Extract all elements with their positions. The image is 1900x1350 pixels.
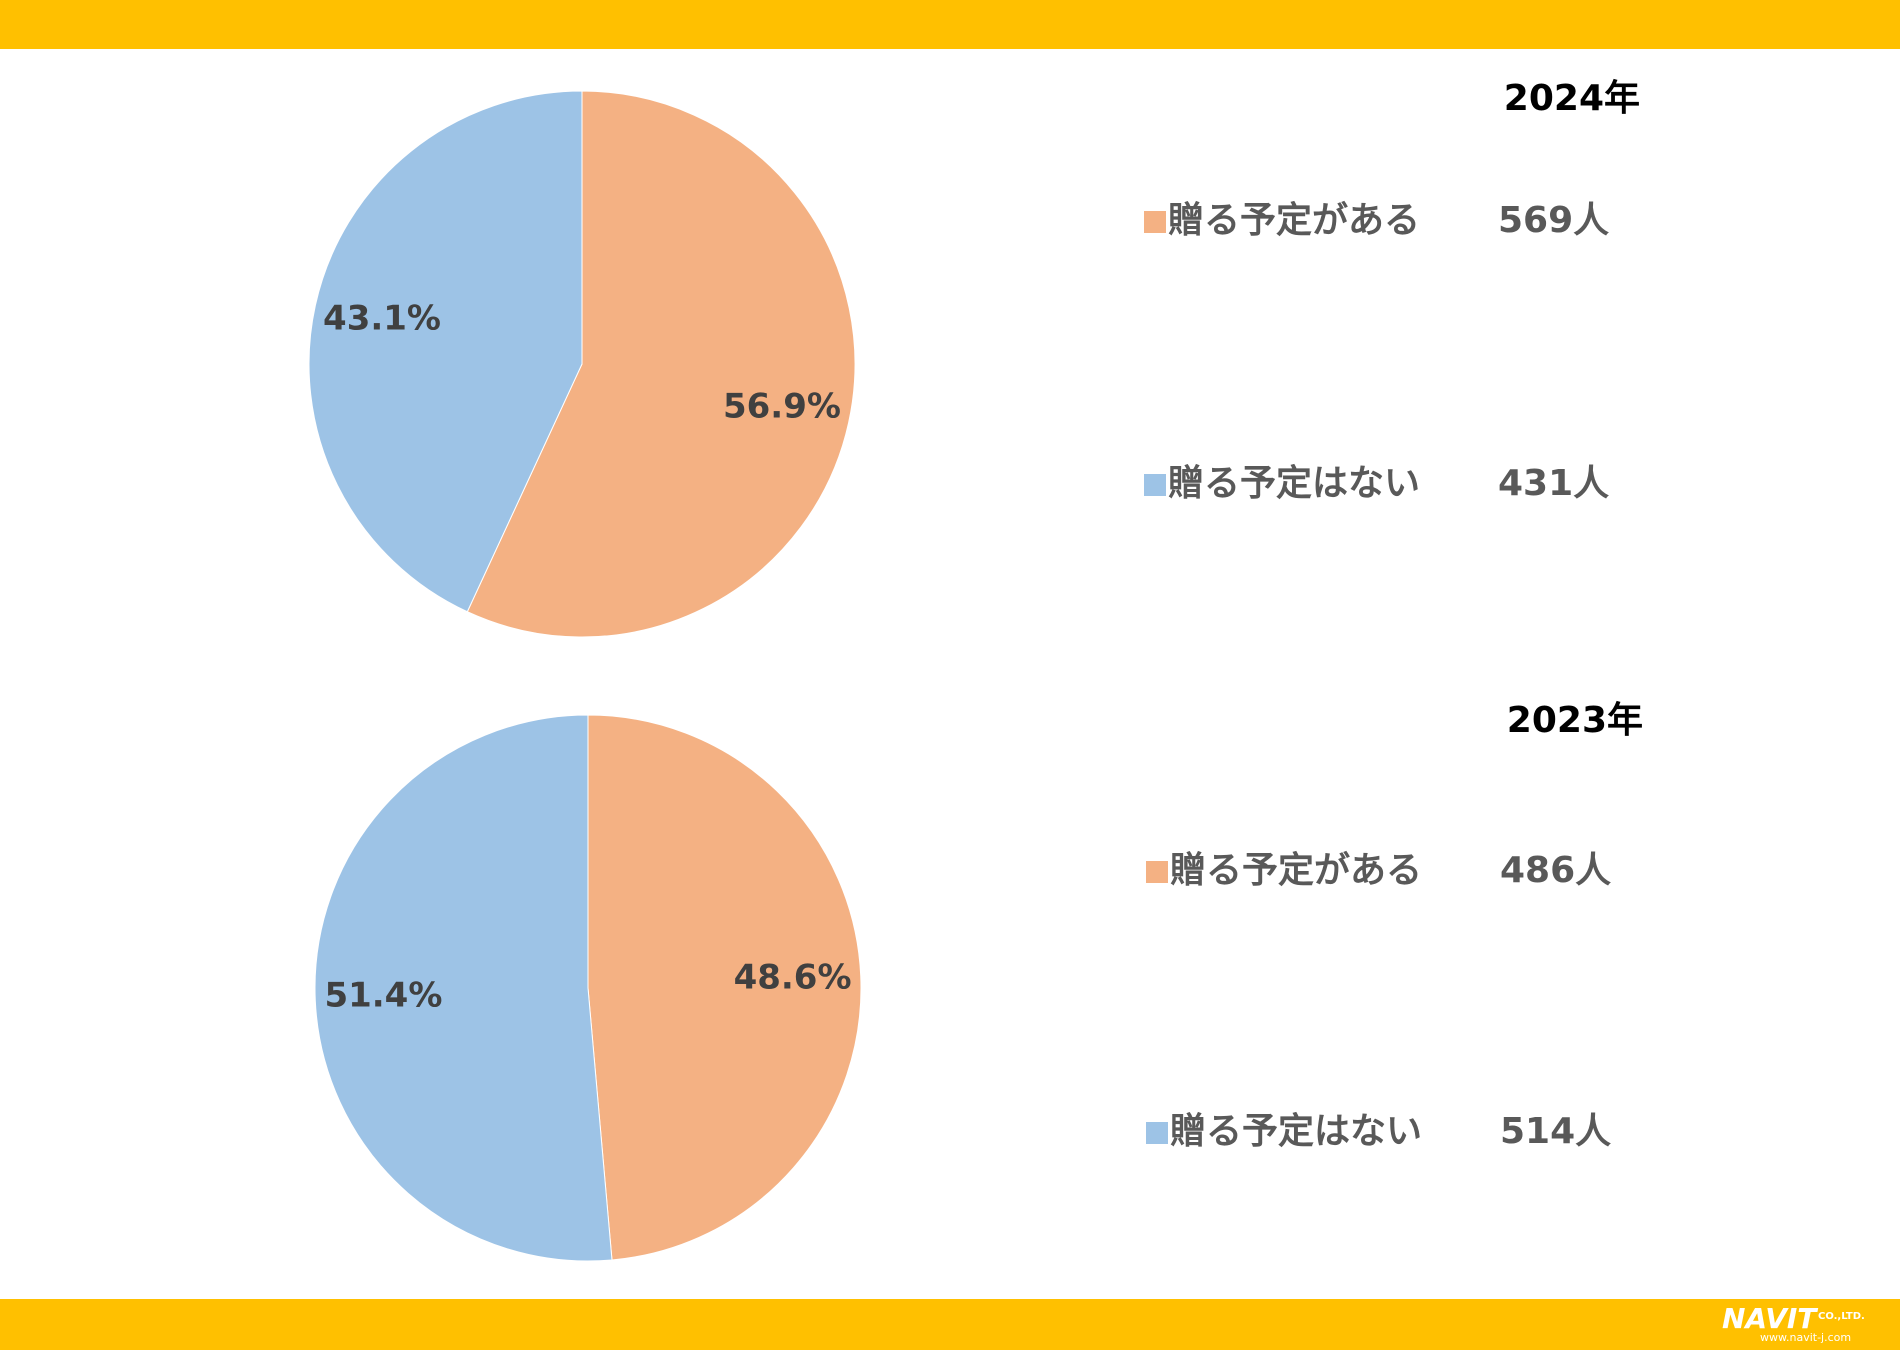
legend-count: 486人 <box>1500 850 1611 891</box>
data-label: 48.6% <box>734 957 852 997</box>
legend-swatch <box>1144 474 1166 496</box>
data-label: 43.1% <box>323 298 441 338</box>
pie-slice <box>466 90 856 638</box>
legend-swatch <box>1146 861 1168 883</box>
legend-label: 贈る予定はない <box>1168 463 1420 504</box>
logo: NAVIT <box>1722 1302 1818 1335</box>
data-label: 56.9% <box>723 387 841 427</box>
bottom-bar <box>0 1299 1900 1350</box>
data-label: 51.4% <box>324 976 442 1016</box>
pie-slice <box>314 714 613 1262</box>
legend-label: 贈る予定はない <box>1170 1111 1422 1152</box>
logo-url: www.navit-j.com <box>1760 1331 1851 1344</box>
legend-count: 514人 <box>1500 1111 1611 1152</box>
legend-swatch <box>1144 211 1166 233</box>
legend-label: 贈る予定がある <box>1170 850 1422 891</box>
pie-slice <box>587 714 862 1261</box>
pie-slice <box>308 90 583 613</box>
logo-company: CO.,LTD. <box>1818 1311 1865 1322</box>
legend-swatch <box>1146 1122 1168 1144</box>
legend-count: 431人 <box>1498 463 1609 504</box>
top-bar <box>0 0 1900 49</box>
legend-label: 贈る予定がある <box>1168 200 1420 241</box>
chart-title: 2023年 <box>1507 700 1643 741</box>
legend-count: 569人 <box>1498 200 1609 241</box>
chart-title: 2024年 <box>1504 78 1640 119</box>
